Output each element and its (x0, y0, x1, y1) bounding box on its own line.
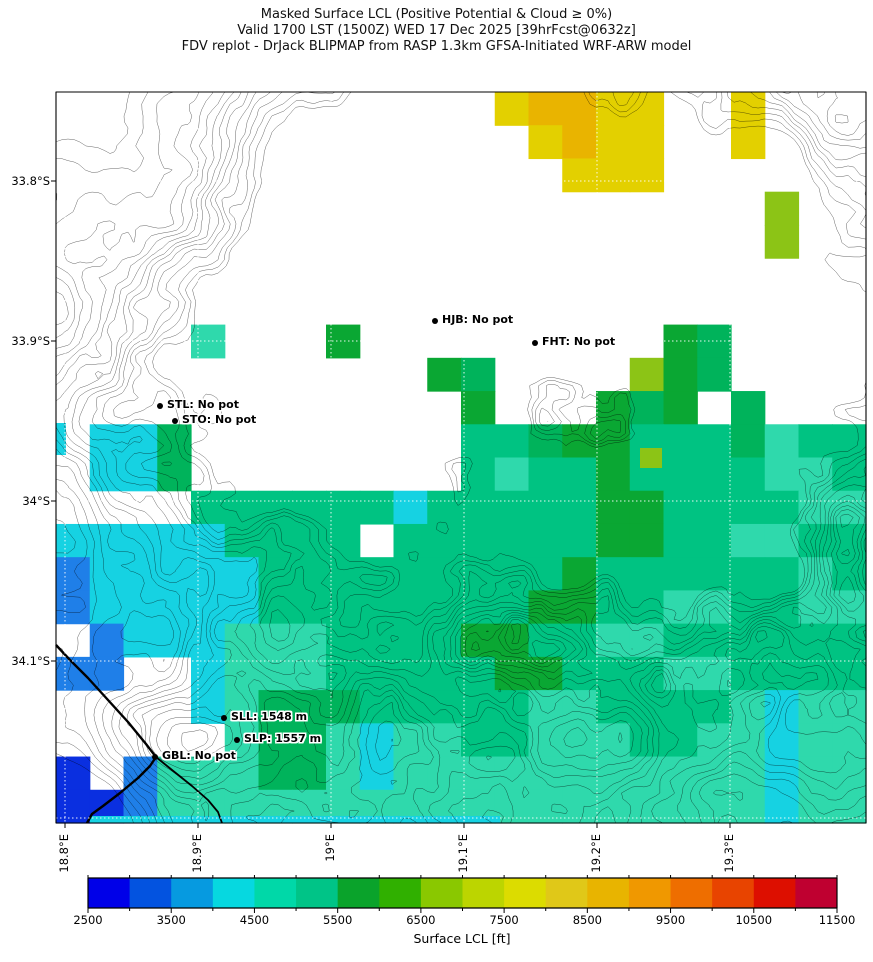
y-axis-tick-label: 34°S (22, 494, 50, 508)
colorbar-tick-label: 9500 (655, 913, 686, 927)
station-label-fht: FHT: No pot (542, 335, 616, 348)
title-line-1: Masked Surface LCL (Positive Potential &… (260, 7, 613, 22)
title-line-2: Valid 1700 LST (1500Z) WED 17 Dec 2025 [… (237, 23, 636, 38)
station-label-sll: SLL: 1548 m (231, 710, 308, 723)
title-line-3: FDV replot - DrJack BLIPMAP from RASP 1.… (181, 39, 692, 54)
station-marker-sto (172, 418, 178, 424)
station-label-hjb: HJB: No pot (442, 313, 514, 326)
y-axis-tick-label: 33.8°S (11, 174, 50, 188)
x-axis-tick-label: 19°E (323, 834, 337, 862)
colorbar-tick-label: 3500 (156, 913, 186, 927)
colorbar-tick-label: 5500 (323, 913, 353, 927)
x-axis-tick-label: 19.2°E (589, 834, 603, 873)
x-axis-tick-label: 19.3°E (722, 834, 736, 873)
x-axis-tick-label: 18.8°E (57, 834, 71, 873)
station-marker-gbl (152, 754, 158, 760)
colorbar-tick-label: 10500 (735, 913, 773, 927)
x-axis-tick-label: 18.9°E (190, 834, 204, 873)
station-label-gbl: GBL: No pot (162, 749, 236, 762)
station-label-stl: STL: No pot (167, 398, 239, 411)
station-marker-slp (234, 737, 240, 743)
colorbar-tick-label: 8500 (572, 913, 602, 927)
plot-title-block: Masked Surface LCL (Positive Potential &… (0, 7, 873, 55)
station-marker-sll (221, 715, 227, 721)
colorbar-tick-label: 4500 (239, 913, 270, 927)
station-marker-stl (157, 403, 163, 409)
station-label-sto: STO: No pot (182, 413, 257, 426)
colorbar-tick-label: 11500 (818, 913, 856, 927)
colorbar-axis-label: Surface LCL [ft] (413, 931, 511, 946)
colorbar-tick-label: 2500 (73, 913, 103, 927)
colorbar-tick-label: 6500 (406, 913, 436, 927)
station-label-slp: SLP: 1557 m (244, 732, 322, 745)
colorbar-tick-label: 7500 (489, 913, 519, 927)
station-marker-fht (532, 340, 538, 346)
y-axis-tick-label: 33.9°S (11, 334, 50, 348)
station-marker-hjb (432, 318, 438, 324)
x-axis-tick-label: 19.1°E (456, 834, 470, 873)
y-axis-tick-label: 34.1°S (11, 654, 50, 668)
